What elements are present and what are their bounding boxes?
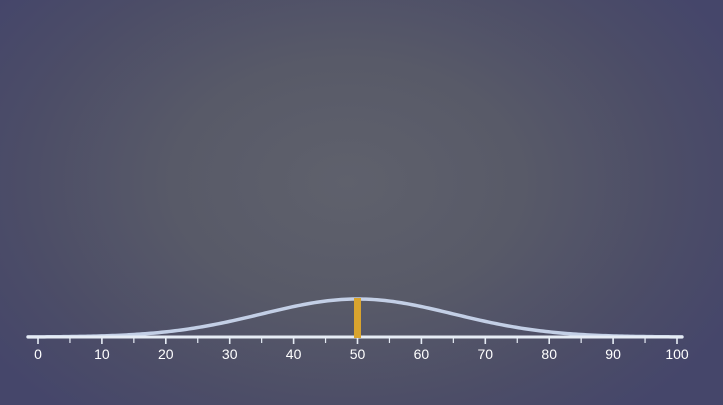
x-tick-label: 0 [34, 346, 42, 362]
x-tick-label: 90 [605, 346, 621, 362]
marker-layer [354, 298, 361, 338]
x-tick-label: 60 [414, 346, 430, 362]
x-tick-label: 30 [222, 346, 238, 362]
x-tick-labels: 0 10 20 30 40 50 60 70 80 90 100 [34, 346, 689, 362]
x-tick-label: 50 [350, 346, 366, 362]
x-tick-label: 70 [478, 346, 494, 362]
x-tick-label: 100 [665, 346, 689, 362]
x-tick-label: 40 [286, 346, 302, 362]
x-tick-label: 10 [94, 346, 110, 362]
x-axis [26, 335, 684, 344]
mean-marker [354, 298, 361, 338]
x-tick-label: 80 [541, 346, 557, 362]
x-tick-label: 20 [158, 346, 174, 362]
